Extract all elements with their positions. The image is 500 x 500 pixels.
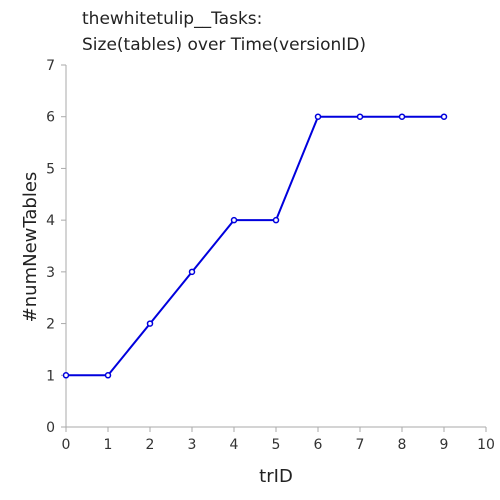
x-tick-label: 4	[230, 437, 239, 453]
x-axis-label: trID	[259, 466, 293, 487]
y-tick-label: 5	[46, 161, 55, 177]
y-tick-label: 1	[46, 368, 55, 384]
chart-title-line-1: thewhitetulip__Tasks:	[82, 9, 262, 29]
x-tick-label: 9	[440, 437, 449, 453]
data-point	[62, 372, 70, 379]
data-point	[188, 268, 196, 276]
ticks: 0 1 2 3 4 5 6 7 8 9 10 0 1 2 3 4 5 6 7	[46, 58, 495, 453]
y-tick-label: 2	[46, 317, 55, 333]
y-tick-label: 6	[46, 110, 55, 126]
y-tick-label: 3	[46, 265, 55, 281]
x-tick-label: 7	[356, 437, 365, 453]
data-point	[230, 216, 238, 224]
data-point	[398, 113, 406, 120]
y-tick-label: 4	[46, 213, 55, 229]
x-tick-label: 6	[314, 437, 323, 453]
data-point	[440, 113, 448, 120]
data-point	[314, 113, 322, 120]
chart-title-line-2: Size(tables) over Time(versionID)	[82, 35, 366, 55]
axes	[65, 65, 486, 428]
y-tick-label: 7	[46, 58, 55, 74]
x-tick-label: 0	[62, 437, 71, 453]
series	[62, 113, 448, 379]
data-point	[104, 372, 112, 379]
x-tick-label: 1	[104, 437, 113, 453]
series-line	[66, 115, 444, 377]
x-tick-label: 3	[188, 437, 197, 453]
y-tick-label: 0	[46, 420, 55, 436]
x-tick-label: 5	[272, 437, 281, 453]
data-point	[272, 216, 280, 224]
data-point	[146, 320, 154, 327]
x-tick-label: 10	[477, 437, 495, 453]
x-tick-label: 2	[146, 437, 155, 453]
y-axis-label: #numNewTables	[20, 172, 41, 323]
x-tick-label: 8	[398, 437, 407, 453]
data-point	[356, 113, 364, 120]
